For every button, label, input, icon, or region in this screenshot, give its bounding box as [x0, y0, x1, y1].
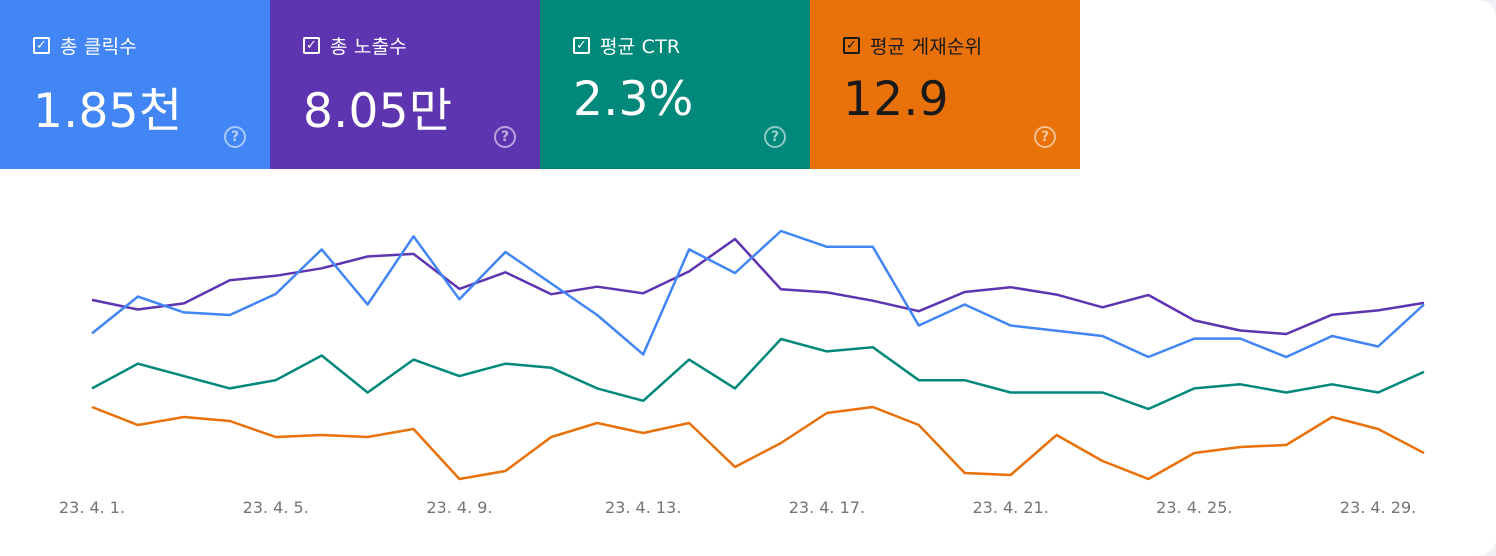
metric-header: ✓ 총 클릭수: [33, 32, 137, 59]
metric-value: 8.05만: [303, 84, 453, 139]
metric-card-position[interactable]: ✓ 평균 게재순위 12.9 ?: [810, 0, 1080, 169]
help-circle-icon[interactable]: ?: [764, 126, 786, 148]
x-tick-label: 23. 4. 29.: [1340, 498, 1416, 517]
x-tick-label: 23. 4. 17.: [789, 498, 865, 517]
metric-label: 총 클릭수: [60, 36, 137, 58]
metric-header: ✓ 총 노출수: [303, 32, 407, 59]
metric-cards: ✓ 총 클릭수 1.85천 ? ✓ 총 노출수 8.05만 ? ✓ 평균 CTR…: [0, 0, 1080, 169]
series-line-0: [91, 237, 1425, 336]
metric-value: 2.3%: [573, 72, 694, 127]
series-line-1: [91, 229, 1425, 359]
x-tick-label: 23. 4. 13.: [605, 498, 681, 517]
series-line-3: [91, 405, 1425, 481]
checkbox-checked-icon[interactable]: ✓: [303, 37, 320, 54]
x-tick-label: 23. 4. 1.: [59, 498, 125, 517]
help-circle-icon[interactable]: ?: [1034, 126, 1056, 148]
x-tick-label: 23. 4. 21.: [972, 498, 1048, 517]
checkbox-checked-icon[interactable]: ✓: [573, 37, 590, 54]
metric-card-impressions[interactable]: ✓ 총 노출수 8.05만 ?: [270, 0, 540, 169]
series-line-2: [91, 337, 1425, 411]
x-tick-label: 23. 4. 25.: [1156, 498, 1232, 517]
checkbox-checked-icon[interactable]: ✓: [843, 37, 860, 54]
metric-card-ctr[interactable]: ✓ 평균 CTR 2.3% ?: [540, 0, 810, 169]
line-chart: 23. 4. 1. 23. 4. 5. 23. 4. 9. 23. 4. 13. 23.…: [59, 229, 1425, 517]
metric-label: 평균 CTR: [600, 36, 681, 58]
help-circle-icon[interactable]: ?: [224, 126, 246, 148]
metric-header: ✓ 평균 CTR: [573, 32, 680, 59]
metric-value: 1.85천: [33, 84, 183, 139]
metric-label: 총 노출수: [330, 36, 407, 58]
x-tick-label: 23. 4. 5.: [243, 498, 309, 517]
metric-card-clicks[interactable]: ✓ 총 클릭수 1.85천 ?: [0, 0, 270, 169]
x-tick-label: 23. 4. 9.: [426, 498, 492, 517]
metric-value: 12.9: [843, 72, 949, 127]
checkbox-checked-icon[interactable]: ✓: [33, 37, 50, 54]
metric-label: 평균 게재순위: [870, 36, 983, 58]
help-circle-icon[interactable]: ?: [494, 126, 516, 148]
metric-header: ✓ 평균 게재순위: [843, 32, 982, 59]
